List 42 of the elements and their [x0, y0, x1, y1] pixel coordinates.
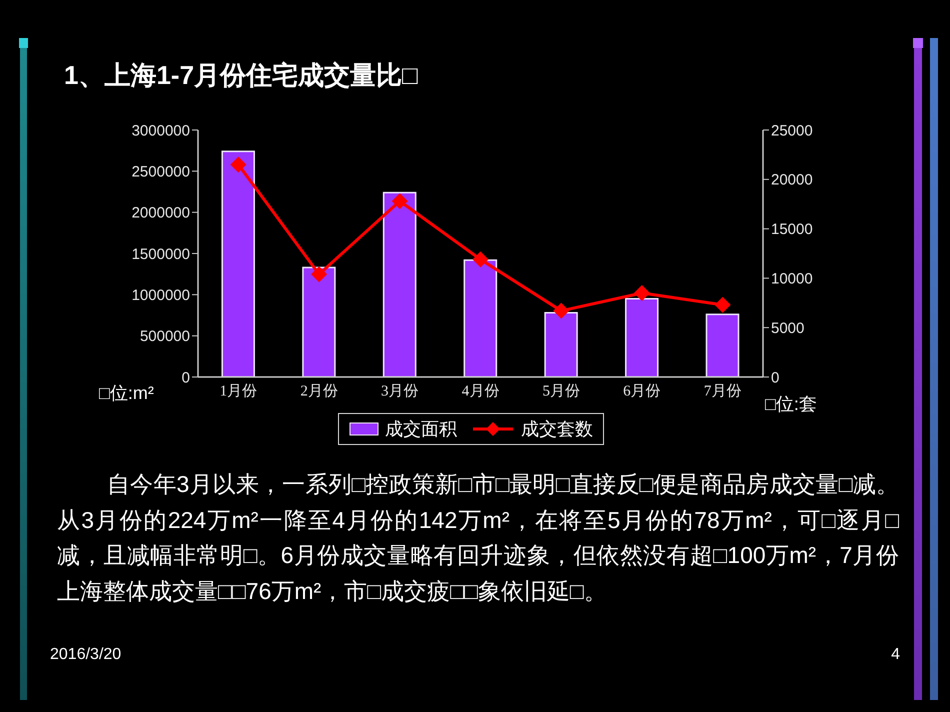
y2-tick-label: 20000 [771, 172, 813, 189]
text: 4 [891, 646, 900, 664]
y-tick-label: 3000000 [132, 122, 190, 140]
y2-axis-title: □位:套 [765, 393, 817, 416]
y2-tick-label: 0 [771, 369, 780, 386]
x-tick-label: 2月份 [300, 384, 338, 400]
y-tick-label: 0 [182, 369, 190, 386]
y-tick-label: 2500000 [132, 163, 190, 180]
point [472, 251, 488, 268]
point [311, 266, 328, 282]
bar [221, 150, 255, 377]
text: 2016/3/20 [50, 646, 122, 664]
point [392, 193, 408, 210]
legend-label: 成交套数 [521, 418, 593, 441]
bar [706, 314, 740, 377]
point [714, 296, 731, 313]
point [634, 285, 650, 302]
y-tick-label: 500000 [140, 328, 190, 346]
text: 自今年3月以来，一系列□控政策新□市□最明□直接反□便是商品房成交量□减。从3月份的224万m²一降至4月份的142万m²，在将至5月份的78万m²，可□逐月□减，且减幅非常明□。6月份成交量略有回升迹象，但依然没有超□100万m²，7月份上海整体成交量□□76万m²，市□成交疲□□象依旧延□。 [57, 470, 899, 606]
bar [382, 192, 416, 377]
x-tick-label: 4月份 [462, 384, 500, 400]
point [230, 156, 246, 173]
y2-tick-label: 15000 [771, 221, 813, 238]
y2-tick-label: 10000 [771, 270, 813, 288]
x-tick-label: 3月份 [381, 384, 419, 400]
bar [464, 259, 498, 377]
y-axis-title: □位:m² [99, 382, 154, 405]
y-tick-label: 1500000 [132, 246, 190, 263]
point [553, 302, 570, 319]
x-tick-label: 5月份 [542, 384, 580, 400]
bar [544, 312, 578, 377]
y-tick-label: 1000000 [132, 286, 190, 304]
y2-tick-label: 5000 [771, 320, 804, 337]
x-tick-label: 1月份 [220, 384, 258, 400]
bar [302, 266, 336, 377]
legend-label: 成交面积 [385, 418, 457, 441]
x-tick-label: 6月份 [623, 384, 661, 400]
bar [625, 298, 659, 377]
y-tick-label: 2000000 [132, 204, 190, 222]
chart-title: 1、上海1-7月份住宅成交量比□ [64, 59, 418, 92]
y2-tick-label: 25000 [771, 122, 813, 140]
x-tick-label: 7月份 [704, 384, 742, 400]
